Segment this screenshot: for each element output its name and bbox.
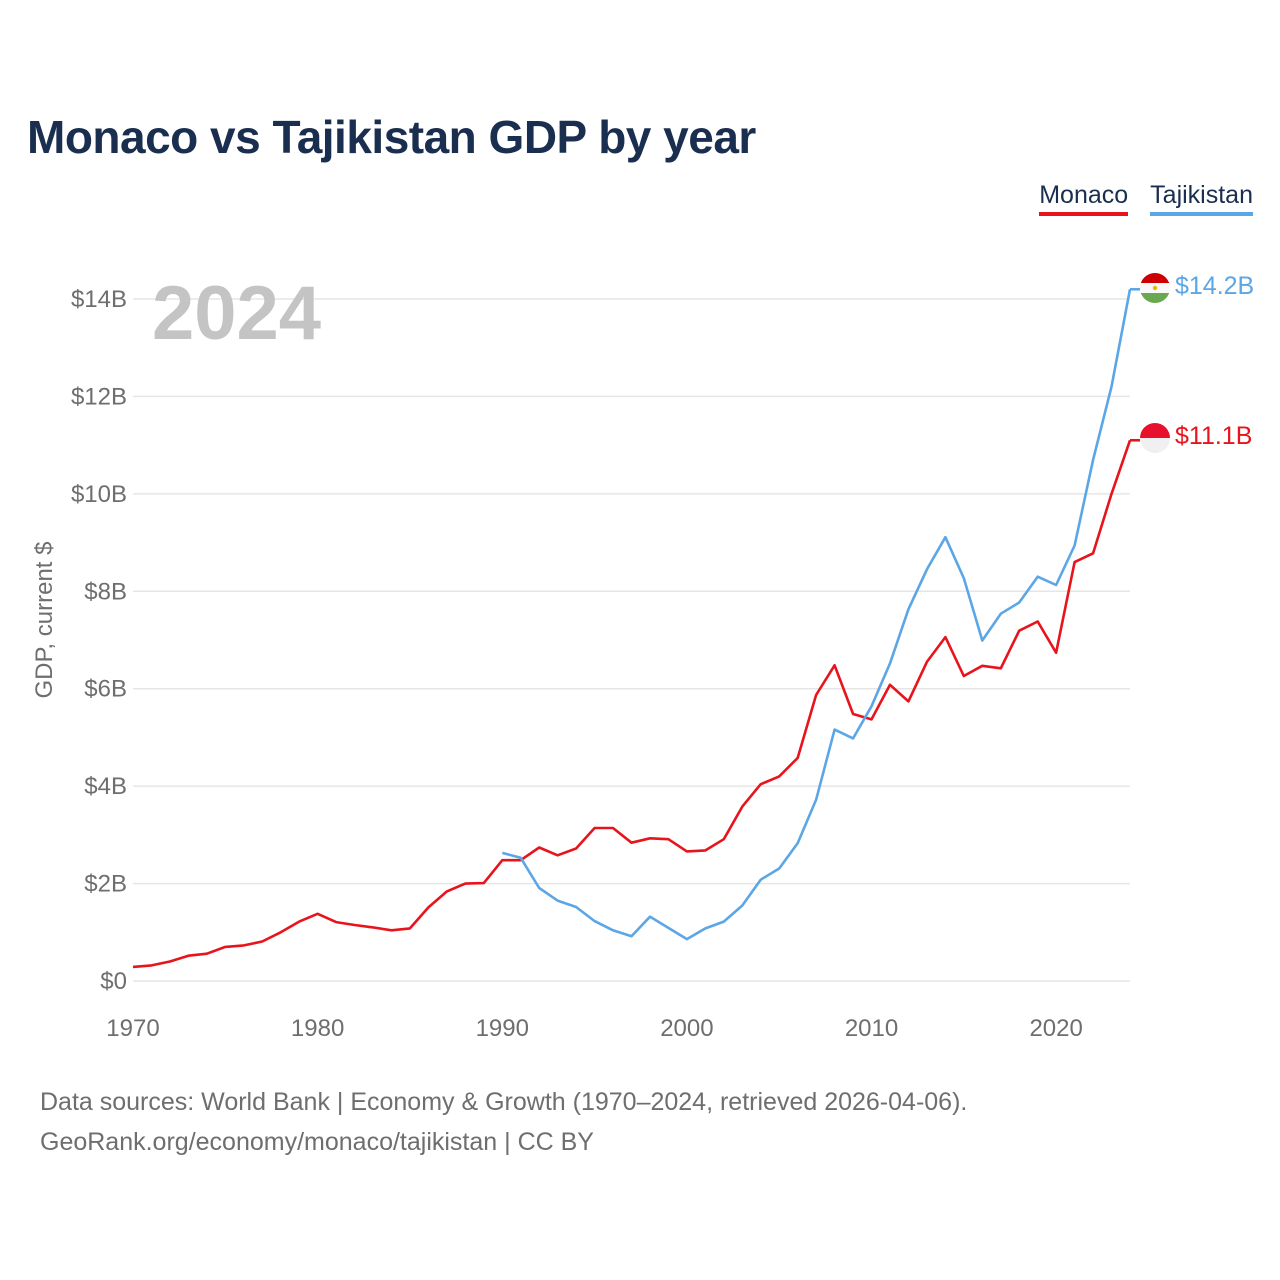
legend: Monaco Tajikistan xyxy=(1039,180,1253,216)
tajikistan-end-value: $14.2B xyxy=(1175,272,1254,300)
y-tick-label: $14B xyxy=(71,286,127,313)
x-tick-label: 2010 xyxy=(845,1015,898,1042)
y-tick-label: $8B xyxy=(84,578,127,605)
x-tick-label: 2000 xyxy=(660,1015,713,1042)
y-axis-label: GDP, current $ xyxy=(31,542,58,699)
monaco-end-value: $11.1B xyxy=(1175,422,1252,450)
monaco-flag-icon xyxy=(1140,423,1170,453)
series-lines xyxy=(132,287,1140,969)
x-axis-ticks: 1970 1980 1990 2000 2010 2020 xyxy=(106,1015,1083,1042)
chart-title: Monaco vs Tajikistan GDP by year xyxy=(27,111,756,163)
gridlines xyxy=(133,298,1130,982)
tajikistan-gdp-line[interactable] xyxy=(501,289,1132,941)
x-tick-label: 1970 xyxy=(106,1015,159,1042)
y-tick-label: $4B xyxy=(84,773,127,800)
x-tick-label: 1990 xyxy=(476,1015,529,1042)
x-tick-label: 1980 xyxy=(291,1015,344,1042)
year-watermark: 2024 xyxy=(152,271,321,356)
legend-item-monaco[interactable]: Monaco xyxy=(1039,180,1129,216)
y-tick-label: $6B xyxy=(84,676,127,703)
source-line-2[interactable]: GeoRank.org/economy/monaco/tajikistan | … xyxy=(40,1128,594,1156)
legend-item-tajikistan[interactable]: Tajikistan xyxy=(1150,180,1253,216)
monaco-gdp-line[interactable] xyxy=(132,439,1132,969)
y-tick-label: $0 xyxy=(100,968,127,995)
y-tick-label: $10B xyxy=(71,481,127,508)
y-axis-ticks: $0 $2B $4B $6B $8B $10B $12B $14B xyxy=(71,286,127,995)
y-tick-label: $2B xyxy=(84,871,127,898)
tajikistan-flag-icon xyxy=(1140,273,1170,303)
source-line-1: Data sources: World Bank | Economy & Gro… xyxy=(40,1088,968,1116)
y-tick-label: $12B xyxy=(71,383,127,410)
data-source-note: Data sources: World Bank | Economy & Gro… xyxy=(40,1082,967,1162)
x-tick-label: 2020 xyxy=(1029,1015,1082,1042)
